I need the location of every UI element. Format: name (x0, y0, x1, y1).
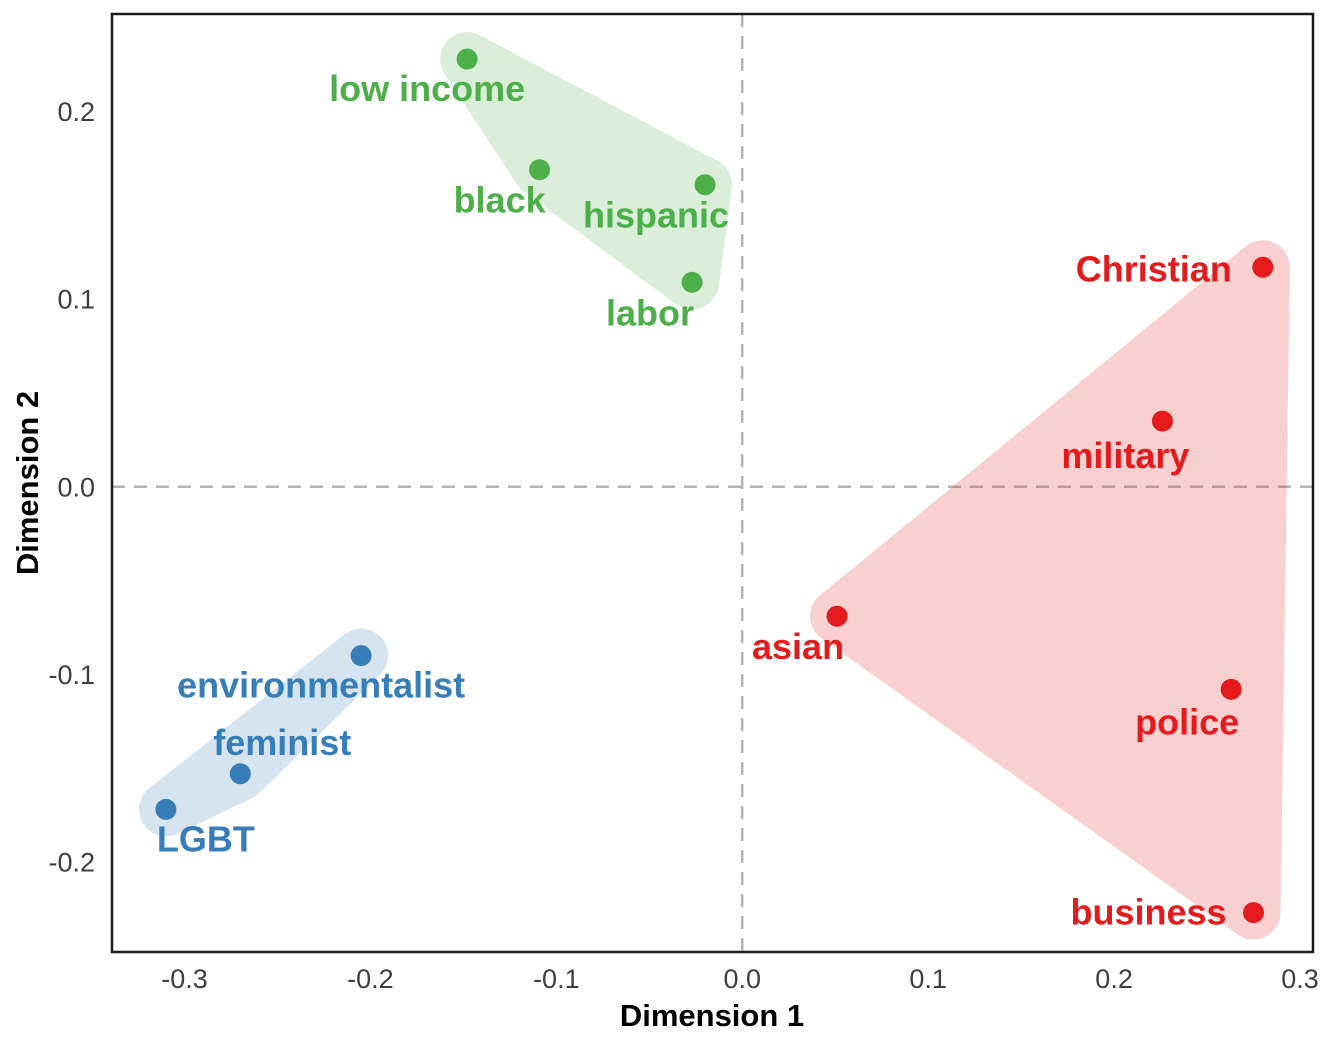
x-tick-0.1: 0.1 (909, 964, 947, 994)
point-label-military: military (1061, 435, 1189, 476)
data-point-business (1243, 902, 1265, 924)
data-point-asian (826, 605, 848, 627)
point-label-labor: labor (606, 292, 694, 333)
y-tick-0.2: 0.2 (57, 97, 95, 127)
x-tick-0.0: 0.0 (723, 964, 761, 994)
x-tick-0.3: 0.3 (1281, 964, 1319, 994)
data-point-low-income (456, 48, 478, 70)
point-label-Christian: Christian (1076, 248, 1232, 289)
y-tick-0.0: 0.0 (57, 472, 95, 502)
data-point-environmentalist (350, 645, 372, 667)
point-label-LGBT: LGBT (157, 818, 255, 859)
data-point-police (1220, 678, 1242, 700)
data-points (155, 48, 1274, 924)
y-axis-title: Dimension 2 (10, 391, 45, 575)
plot-border (110, 12, 1315, 954)
data-point-black (529, 159, 551, 181)
data-point-labor (681, 271, 703, 293)
y-axis-tick-labels: -0.2 -0.1 0.0 0.1 0.2 (48, 97, 95, 877)
x-tick--0.1: -0.1 (533, 964, 580, 994)
x-axis-tick-labels: -0.3 -0.2 -0.1 0.0 0.1 0.2 0.3 (161, 964, 1319, 994)
y-tick-0.1: 0.1 (57, 285, 95, 315)
point-label-black: black (454, 180, 547, 221)
x-tick--0.2: -0.2 (347, 964, 394, 994)
point-label-asian: asian (752, 626, 844, 667)
data-point-Christian (1252, 256, 1274, 278)
point-labels: low income black hispanic labor Christian mil… (157, 68, 1239, 933)
point-label-hispanic: hispanic (583, 195, 729, 236)
point-label-feminist: feminist (213, 722, 351, 763)
data-point-LGBT (155, 798, 177, 820)
cluster-hull-blue-cluster (138, 628, 389, 837)
x-tick--0.3: -0.3 (161, 964, 208, 994)
y-tick--0.2: -0.2 (48, 847, 95, 877)
zero-gridlines (112, 14, 1313, 952)
point-label-business: business (1070, 892, 1226, 933)
point-label-police: police (1135, 701, 1239, 742)
x-axis-title: Dimension 1 (620, 998, 804, 1033)
data-point-hispanic (694, 174, 716, 196)
point-label-low-income: low income (329, 68, 525, 109)
y-tick--0.1: -0.1 (48, 660, 95, 690)
data-point-feminist (229, 763, 251, 785)
cluster-hull-red-cluster (810, 240, 1290, 940)
data-point-military (1151, 410, 1173, 432)
x-tick-0.2: 0.2 (1095, 964, 1133, 994)
point-label-environmentalist: environmentalist (177, 665, 465, 706)
